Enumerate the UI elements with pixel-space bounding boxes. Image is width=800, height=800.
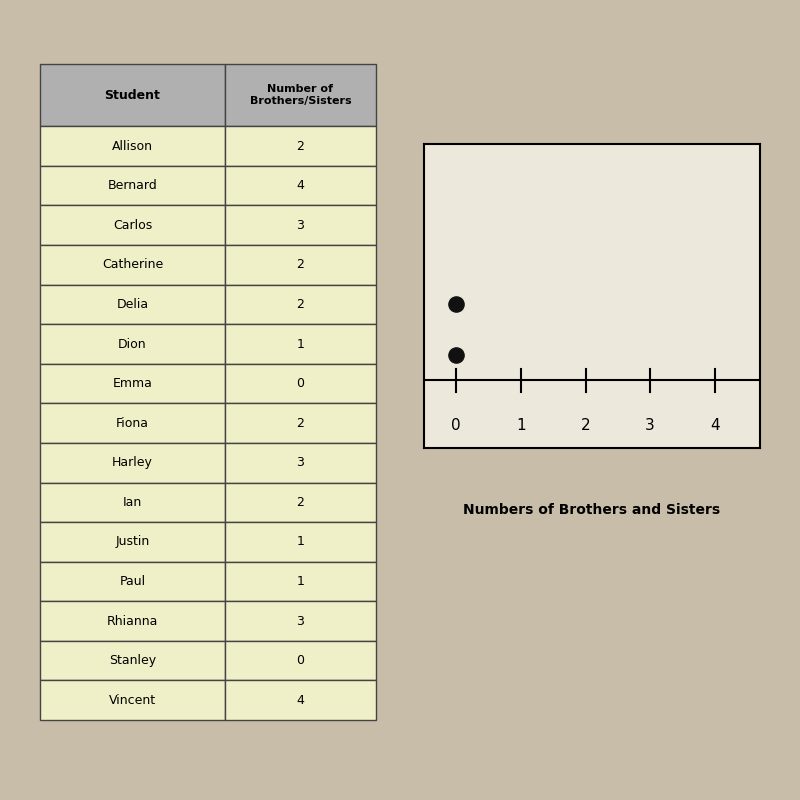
Bar	[225, 602, 376, 641]
Text: 0: 0	[297, 377, 305, 390]
Text: Number of
Brothers/Sisters: Number of Brothers/Sisters	[250, 84, 351, 106]
Text: 2: 2	[297, 140, 304, 153]
Bar	[225, 522, 376, 562]
Bar	[40, 562, 225, 602]
Bar	[225, 245, 376, 285]
Bar	[40, 443, 225, 482]
Text: 2: 2	[297, 258, 304, 271]
Text: 3: 3	[297, 456, 304, 470]
Text: 2: 2	[297, 417, 304, 430]
Text: 4: 4	[710, 418, 719, 433]
Text: Rhianna: Rhianna	[106, 614, 158, 627]
Bar	[40, 166, 225, 206]
Bar	[225, 206, 376, 245]
Bar	[40, 522, 225, 562]
Point	[450, 298, 462, 311]
Text: Catherine: Catherine	[102, 258, 163, 271]
Text: 1: 1	[297, 338, 304, 350]
Text: 2: 2	[297, 496, 304, 509]
Text: 1: 1	[516, 418, 526, 433]
Bar	[40, 206, 225, 245]
Bar	[225, 324, 376, 364]
Bar	[40, 245, 225, 285]
Bar	[225, 364, 376, 403]
Text: 1: 1	[297, 535, 304, 548]
Bar	[225, 403, 376, 443]
Text: 0: 0	[297, 654, 305, 667]
Text: 1: 1	[297, 575, 304, 588]
Bar	[225, 64, 376, 126]
Text: Harley: Harley	[112, 456, 153, 470]
Text: Bernard: Bernard	[107, 179, 158, 192]
Bar	[40, 324, 225, 364]
Bar	[40, 681, 225, 720]
Text: 3: 3	[646, 418, 655, 433]
Text: 0: 0	[451, 418, 461, 433]
Bar	[225, 166, 376, 206]
Text: Numbers of Brothers and Sisters: Numbers of Brothers and Sisters	[463, 502, 721, 517]
Bar	[40, 64, 225, 126]
Bar	[40, 364, 225, 403]
Bar	[225, 482, 376, 522]
Bar	[225, 285, 376, 324]
Bar	[225, 443, 376, 482]
Bar	[225, 641, 376, 681]
Text: Emma: Emma	[113, 377, 152, 390]
Text: Vincent: Vincent	[109, 694, 156, 706]
Bar	[225, 681, 376, 720]
Text: 2: 2	[581, 418, 590, 433]
Point	[450, 349, 462, 362]
Text: Allison: Allison	[112, 140, 153, 153]
Text: Paul: Paul	[119, 575, 146, 588]
Bar	[225, 562, 376, 602]
Text: Delia: Delia	[116, 298, 149, 311]
Text: Carlos: Carlos	[113, 218, 152, 232]
Text: 2: 2	[297, 298, 304, 311]
Bar	[40, 126, 225, 166]
Text: 4: 4	[297, 694, 304, 706]
Text: Dion: Dion	[118, 338, 146, 350]
Bar	[40, 482, 225, 522]
Bar	[40, 285, 225, 324]
Text: Fiona: Fiona	[116, 417, 149, 430]
Text: Student: Student	[105, 89, 160, 102]
Text: Ian: Ian	[122, 496, 142, 509]
Text: 3: 3	[297, 614, 304, 627]
Text: 3: 3	[297, 218, 304, 232]
Bar	[40, 602, 225, 641]
Text: Stanley: Stanley	[109, 654, 156, 667]
Bar	[225, 126, 376, 166]
Bar	[40, 641, 225, 681]
Text: 4: 4	[297, 179, 304, 192]
Text: Justin: Justin	[115, 535, 150, 548]
Bar	[40, 403, 225, 443]
